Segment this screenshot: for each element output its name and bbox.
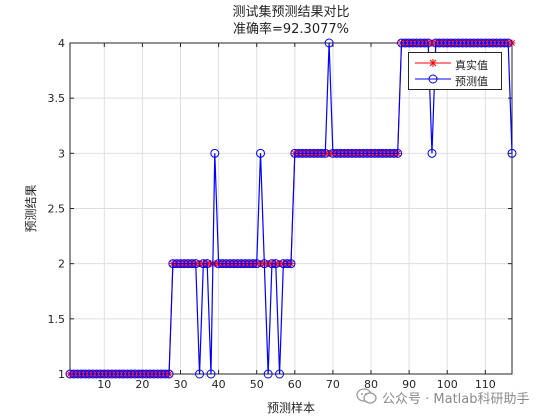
data-point-predicted	[282, 259, 292, 269]
data-point-predicted	[256, 148, 266, 158]
data-point-predicted	[499, 38, 509, 48]
y-tick-label: 4	[58, 37, 65, 50]
y-tick-label: 2.5	[48, 203, 66, 216]
y-tick-label: 1.5	[48, 313, 66, 326]
legend-marker-circle-icon	[415, 74, 451, 84]
data-point-predicted	[267, 259, 277, 269]
data-point-predicted	[202, 259, 212, 269]
data-point-predicted	[206, 369, 216, 379]
legend-marker-asterisk-icon	[415, 59, 451, 67]
data-point-predicted	[507, 148, 517, 158]
y-tick-label: 1	[58, 368, 65, 381]
legend-label-actual: 真实值	[455, 59, 488, 72]
chart-title: 测试集预测结果对比	[232, 5, 350, 20]
x-tick-label: 20	[135, 378, 149, 391]
x-axis-label: 预测样本	[267, 400, 315, 415]
data-point-predicted	[286, 259, 296, 269]
x-tick-label: 110	[475, 378, 496, 391]
legend-label-predicted: 预测值	[455, 75, 488, 88]
data-point-predicted	[324, 38, 334, 48]
legend-item-predicted: 预测值	[409, 72, 503, 88]
data-point-predicted	[427, 148, 437, 158]
y-axis-label: 预测结果	[24, 184, 38, 232]
x-tick-label: 60	[288, 378, 302, 391]
x-tick-label: 40	[212, 378, 226, 391]
data-point-predicted	[275, 369, 285, 379]
chart-subtitle: 准确率=92.3077%	[232, 22, 349, 37]
data-point-predicted	[248, 259, 258, 269]
series-markers-predicted	[65, 38, 517, 379]
legend: 真实值 预测值	[408, 52, 502, 90]
x-tick-label: 50	[250, 378, 264, 391]
data-point-predicted	[316, 148, 326, 158]
data-point-predicted	[419, 38, 429, 48]
x-tick-label: 100	[437, 378, 458, 391]
x-tick-label: 10	[97, 378, 111, 391]
data-point-predicted	[263, 369, 273, 379]
data-point-predicted	[393, 148, 403, 158]
x-tick-label: 70	[326, 378, 340, 391]
y-tick-label: 3	[58, 147, 65, 160]
x-tick-label: 80	[364, 378, 378, 391]
y-tick-label: 3.5	[48, 92, 66, 105]
legend-item-actual: 真实值	[409, 56, 503, 72]
watermark-text: 公众号 · Matlab科研助手	[382, 392, 530, 407]
y-tick-label: 2	[58, 258, 65, 271]
wechat-icon	[356, 388, 377, 404]
data-point-predicted	[503, 38, 513, 48]
data-point-predicted	[210, 148, 220, 158]
data-point-predicted	[195, 369, 205, 379]
x-tick-label: 90	[402, 378, 416, 391]
data-point-predicted	[187, 259, 197, 269]
data-point-predicted	[389, 148, 399, 158]
data-point-predicted	[160, 369, 170, 379]
watermark: 公众号 · Matlab科研助手	[356, 386, 556, 408]
data-point-predicted	[164, 369, 174, 379]
data-point-predicted	[198, 259, 208, 269]
x-tick-label: 30	[174, 378, 188, 391]
